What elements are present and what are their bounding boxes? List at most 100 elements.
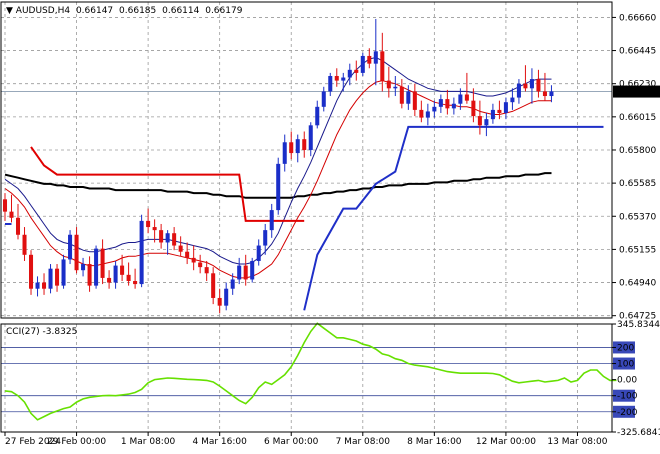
- cci-tick-label: -200: [617, 408, 638, 418]
- candle-body: [328, 75, 333, 92]
- candle-body: [87, 264, 92, 286]
- candle-body: [198, 262, 203, 268]
- x-tick-label: 7 Mar 08:00: [336, 437, 391, 447]
- candle-body: [399, 86, 404, 104]
- candle-body: [321, 91, 326, 107]
- candle-body: [224, 288, 229, 306]
- candle-body: [308, 125, 313, 150]
- candle-body: [243, 265, 248, 280]
- x-tick-label: 29 Feb 00:00: [47, 437, 106, 447]
- header-close: 0.66179: [205, 6, 242, 16]
- candle-body: [263, 230, 268, 246]
- y-tick-label: 0.66230: [619, 80, 656, 90]
- candle-body: [55, 268, 60, 286]
- candle-body: [152, 227, 157, 231]
- candle-body: [425, 111, 430, 118]
- header-open: 0.66147: [76, 6, 113, 16]
- candle-body: [165, 233, 170, 243]
- candle-body: [458, 94, 463, 104]
- candle-body: [61, 259, 66, 286]
- candle-body: [490, 109, 495, 120]
- candle-body: [107, 277, 112, 283]
- candle-body: [94, 248, 99, 286]
- candle-body: [451, 103, 456, 109]
- cci-panel-grid: [1, 324, 612, 432]
- x-tick-label: 13 Mar 08:00: [547, 437, 607, 447]
- x-tick-label: 27 Feb 2024: [5, 437, 61, 447]
- candle-body: [536, 79, 541, 92]
- y-tick-label: 0.65585: [619, 179, 656, 189]
- candle-body: [9, 211, 14, 218]
- cci-level-tag: [613, 357, 635, 370]
- candle-body: [419, 109, 424, 118]
- header-symbol: AUDUSD,H4: [16, 6, 71, 16]
- candle-body: [542, 91, 547, 97]
- candle-body: [256, 245, 261, 261]
- candle-body: [191, 257, 196, 263]
- candle-body: [74, 234, 79, 271]
- header-high: 0.66185: [119, 6, 156, 16]
- candle-body: [497, 109, 502, 113]
- current-price-tag: [613, 85, 660, 98]
- x-tick-label: 1 Mar 08:00: [121, 437, 176, 447]
- main-panel-frame: [0, 1, 613, 319]
- candle-body: [217, 297, 222, 306]
- x-tick-label: 8 Mar 16:00: [407, 437, 462, 447]
- y-tick-label: 0.64725: [619, 312, 656, 322]
- cci-label: CCI(27) -3.8325: [6, 327, 77, 337]
- candle-body: [100, 248, 105, 278]
- cci-panel-series: [4, 322, 617, 421]
- cci-tick-label: 200: [617, 343, 634, 353]
- candle-body: [373, 51, 378, 64]
- candle-body: [276, 163, 281, 211]
- cci-level-tag: [613, 389, 635, 402]
- cci-tick-label: 100: [617, 360, 634, 370]
- candle-body: [120, 265, 125, 275]
- candle-body: [360, 55, 365, 73]
- candle-body: [204, 267, 209, 274]
- cci-line: [4, 322, 617, 421]
- header-low: 0.66114: [162, 6, 199, 16]
- chart-header: ▼ AUDUSD,H4 0.66147 0.66185 0.66114 0.66…: [6, 6, 243, 16]
- stop-line: [303, 125, 604, 311]
- candle-body: [126, 274, 131, 282]
- candle-body: [477, 116, 482, 126]
- candle-body: [516, 83, 521, 98]
- candle-body: [380, 51, 385, 81]
- y-tick-label: 0.65370: [619, 212, 656, 222]
- candle-body: [113, 265, 118, 283]
- x-tick-label: 12 Mar 00:00: [476, 437, 536, 447]
- y-tick-label: 0.66015: [619, 113, 656, 123]
- candle-body: [334, 75, 339, 81]
- candle-body: [367, 55, 372, 64]
- candle-body: [269, 210, 274, 231]
- candle-body: [438, 99, 443, 107]
- candles: [2, 18, 554, 314]
- candle-body: [159, 230, 164, 243]
- candle-body: [464, 94, 469, 101]
- candle-body: [250, 260, 255, 280]
- x-tick-label: 4 Mar 16:00: [192, 437, 247, 447]
- stop-line: [30, 146, 305, 222]
- candle-body: [406, 91, 411, 104]
- candle-body: [393, 86, 398, 89]
- y-tick-label: 0.66445: [619, 47, 656, 57]
- header-triangle: ▼: [6, 6, 13, 16]
- candle-body: [282, 142, 287, 164]
- candle-body: [22, 234, 27, 255]
- cci-level-tag: [613, 341, 635, 354]
- candle-body: [15, 217, 21, 235]
- candle-body: [302, 139, 307, 150]
- y-tick-label: 0.66660: [619, 13, 656, 23]
- main-panel-grid: [1, 2, 612, 318]
- cci-tick-label: 0.00: [617, 376, 637, 386]
- candle-body: [503, 102, 508, 113]
- candle-body: [289, 142, 294, 154]
- candle-body: [211, 273, 216, 298]
- x-tick-label: 6 Mar 00:00: [264, 437, 319, 447]
- candle-body: [445, 99, 450, 109]
- candle-body: [139, 220, 144, 285]
